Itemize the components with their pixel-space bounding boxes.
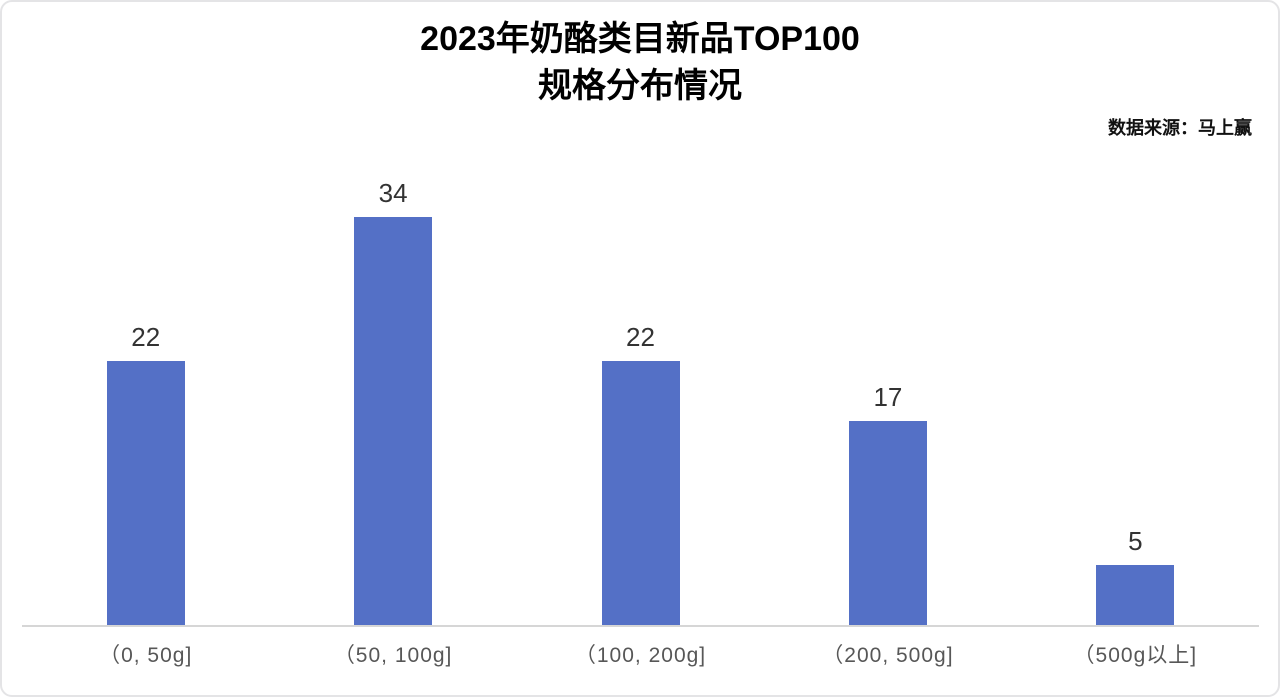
category-label: （500g以上] [1073,644,1198,667]
bar [601,361,680,625]
chart-title-line1: 2023年奶酪类目新品TOP100 [420,20,860,58]
bar-group: 22 [22,145,269,625]
data-source-label: 数据来源：马上赢 [1108,118,1252,138]
chart-title: 2023年奶酪类目新品TOP100 规格分布情况 [2,2,1278,110]
bar-group: 5 [1012,145,1259,625]
bar [106,361,185,625]
category-label: （0, 50g] [99,644,193,667]
bar-value-label: 22 [626,322,655,352]
bar-value-label: 34 [378,178,408,208]
bar-value-label: 5 [1128,526,1143,556]
bar [354,217,433,625]
bars-row: 22 34 22 17 5 [22,145,1259,627]
category-label: （200, 500g] [822,644,954,667]
category-row: （0, 50g] （50, 100g] （100, 200g] （200, 500g]… [22,627,1259,669]
bar [848,421,927,625]
bar-group: 17 [764,145,1011,625]
bar-value-label: 22 [131,322,161,352]
chart-title-line2: 规格分布情况 [538,66,742,105]
category-label: （50, 100g] [333,644,453,667]
bar-group: 22 [517,145,764,625]
bar-group: 34 [269,145,516,625]
bar-chart: 22 34 22 17 5 （0, 50g] （50, 100g] （100, 200g] （… [22,145,1259,669]
bar [1096,565,1175,625]
bar-value-label: 17 [873,382,903,412]
category-label: （100, 200g] [574,644,707,667]
